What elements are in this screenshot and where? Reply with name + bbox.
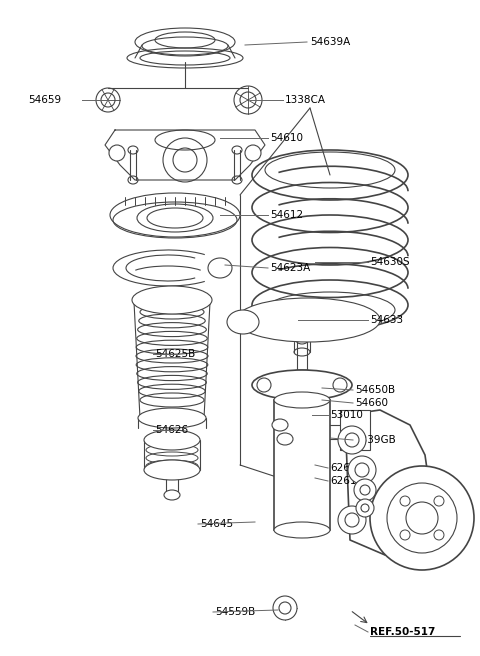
- Ellipse shape: [144, 430, 200, 450]
- Ellipse shape: [280, 392, 324, 408]
- Circle shape: [354, 479, 376, 501]
- Text: 54630S: 54630S: [370, 257, 409, 267]
- Text: 54626: 54626: [155, 425, 188, 435]
- Circle shape: [338, 506, 366, 534]
- Bar: [274, 400, 330, 530]
- Ellipse shape: [132, 286, 212, 314]
- Text: 54612: 54612: [270, 210, 303, 220]
- Text: 54645: 54645: [200, 519, 233, 529]
- Text: REF.50-517: REF.50-517: [370, 627, 435, 637]
- Text: 1338CA: 1338CA: [285, 95, 326, 105]
- Text: 54623A: 54623A: [270, 263, 310, 273]
- Circle shape: [356, 499, 374, 517]
- Text: 54559B: 54559B: [215, 607, 255, 617]
- Text: 54610: 54610: [270, 133, 303, 143]
- Text: 54650B: 54650B: [355, 385, 395, 395]
- Text: 62618B: 62618B: [330, 476, 370, 486]
- Ellipse shape: [280, 370, 324, 386]
- Ellipse shape: [252, 370, 352, 400]
- Ellipse shape: [272, 419, 288, 431]
- Circle shape: [333, 378, 347, 392]
- Text: 54633: 54633: [370, 315, 403, 325]
- Text: 54659: 54659: [28, 95, 61, 105]
- Circle shape: [109, 145, 125, 161]
- Ellipse shape: [144, 460, 200, 480]
- Ellipse shape: [138, 408, 206, 428]
- Ellipse shape: [277, 433, 293, 445]
- Text: 54639A: 54639A: [310, 37, 350, 47]
- Ellipse shape: [274, 392, 330, 408]
- Ellipse shape: [236, 298, 380, 342]
- Circle shape: [348, 456, 376, 484]
- Text: 54660: 54660: [355, 398, 388, 408]
- Ellipse shape: [274, 522, 330, 538]
- Circle shape: [370, 466, 474, 570]
- Text: 54625B: 54625B: [155, 349, 195, 359]
- Text: 53010: 53010: [330, 410, 363, 420]
- Ellipse shape: [227, 310, 259, 334]
- Circle shape: [257, 378, 271, 392]
- Ellipse shape: [164, 490, 180, 500]
- Circle shape: [273, 596, 297, 620]
- Polygon shape: [345, 410, 430, 555]
- Text: 62618: 62618: [330, 463, 363, 473]
- Circle shape: [338, 426, 366, 454]
- Bar: [340, 410, 370, 450]
- Circle shape: [245, 145, 261, 161]
- Polygon shape: [105, 130, 265, 180]
- Text: 1339GB: 1339GB: [355, 435, 397, 445]
